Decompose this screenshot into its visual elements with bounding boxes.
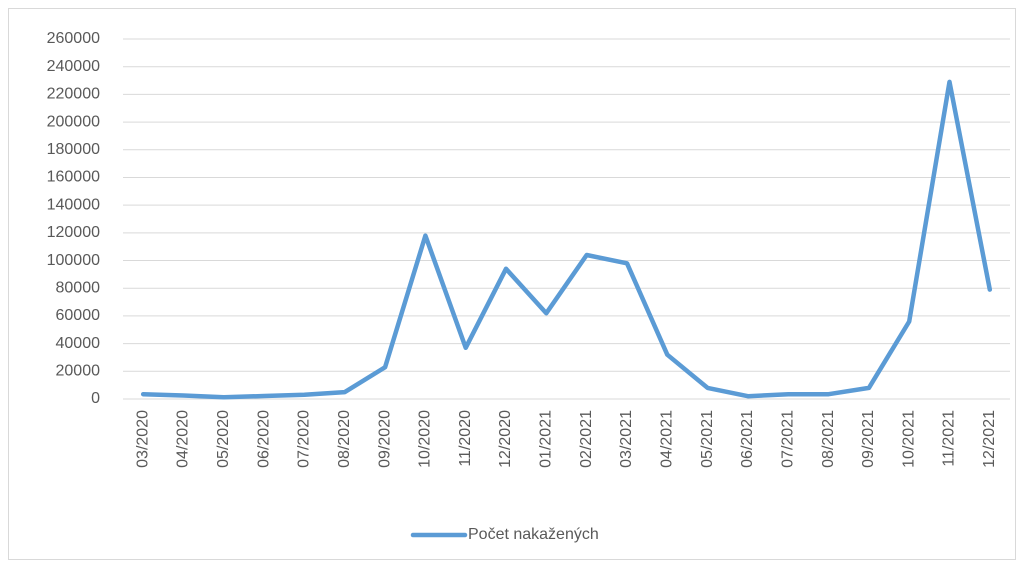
x-tick-label: 09/2020 — [376, 410, 393, 468]
x-tick-label: 12/2020 — [497, 410, 514, 468]
y-tick-label: 80000 — [56, 279, 101, 296]
y-tick-label: 220000 — [47, 86, 100, 103]
x-tick-label: 12/2021 — [981, 410, 998, 468]
x-tick-label: 10/2020 — [417, 410, 434, 468]
x-tick-label: 03/2021 — [618, 410, 635, 468]
x-tick-label: 06/2020 — [255, 410, 272, 468]
chart-border — [8, 8, 1016, 560]
legend-label: Počet nakažených — [468, 526, 599, 543]
x-tick-label: 11/2021 — [941, 410, 958, 467]
y-tick-label: 40000 — [56, 335, 101, 352]
y-tick-label: 140000 — [47, 196, 100, 213]
x-tick-label: 07/2021 — [779, 410, 796, 468]
x-tick-label: 05/2021 — [699, 410, 716, 468]
x-tick-label: 04/2020 — [175, 410, 192, 468]
x-tick-label: 08/2021 — [820, 410, 837, 468]
y-tick-label: 160000 — [47, 169, 100, 186]
x-tick-label: 11/2020 — [457, 410, 474, 467]
y-tick-label: 20000 — [56, 363, 101, 380]
y-tick-label: 120000 — [47, 224, 100, 241]
y-tick-label: 100000 — [47, 252, 100, 269]
line-series — [140, 79, 993, 400]
x-tick-label: 09/2021 — [860, 410, 877, 468]
y-tick-label: 240000 — [47, 58, 100, 75]
y-tick-label: 60000 — [56, 307, 101, 324]
y-tick-label: 200000 — [47, 113, 100, 130]
x-tick-label: 02/2021 — [578, 410, 595, 468]
y-tick-label: 260000 — [47, 30, 100, 47]
x-tick-label: 03/2020 — [134, 410, 151, 468]
x-tick-label: 05/2020 — [215, 410, 232, 468]
y-tick-label: 180000 — [47, 141, 100, 158]
y-tick-label: 0 — [91, 390, 100, 407]
x-tick-label: 01/2021 — [538, 410, 555, 468]
x-tick-label: 07/2020 — [296, 410, 313, 468]
x-tick-label: 04/2021 — [659, 410, 676, 468]
x-tick-label: 06/2021 — [739, 410, 756, 468]
x-tick-label: 08/2020 — [336, 410, 353, 468]
x-tick-label: 10/2021 — [900, 410, 917, 468]
